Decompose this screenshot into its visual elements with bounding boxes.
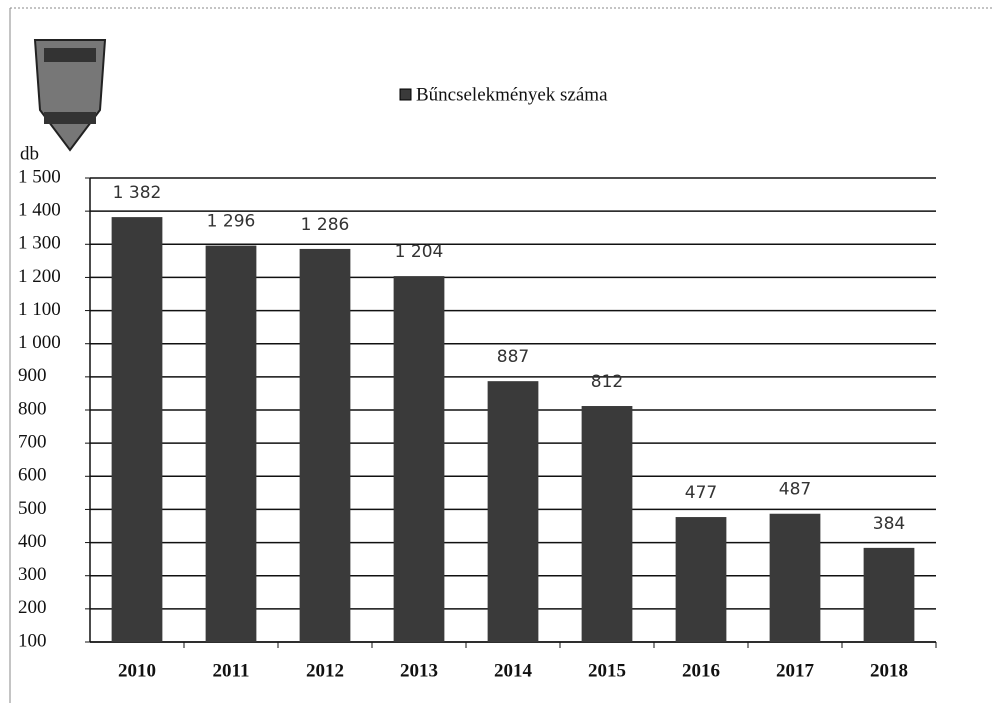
bar (487, 381, 539, 642)
bar (111, 217, 163, 642)
y-tick-label: 500 (18, 498, 47, 519)
legend-swatch (399, 88, 412, 101)
logo (33, 39, 107, 152)
value-label: 887 (497, 347, 529, 367)
x-tick-label: 2016 (682, 660, 720, 681)
x-tick-label: 2015 (588, 660, 626, 681)
bar (205, 245, 257, 642)
y-tick-label: 1 500 (18, 166, 61, 187)
x-tick-label: 2010 (118, 660, 156, 681)
value-label: 477 (685, 483, 717, 503)
value-label: 1 296 (207, 212, 256, 232)
y-tick-label: 100 (18, 630, 47, 651)
x-tick-label: 2014 (494, 660, 533, 681)
y-tick-label: 1 400 (18, 200, 61, 221)
legend-label: Bűncselekmények száma (416, 84, 608, 105)
y-tick-label: 600 (18, 465, 47, 486)
y-tick-label: 200 (18, 597, 47, 618)
x-tick-label: 2018 (870, 660, 908, 681)
value-label: 487 (779, 480, 811, 500)
y-tick-label: 1 300 (18, 233, 61, 254)
value-label: 1 286 (301, 215, 350, 235)
y-tick-label: 700 (18, 432, 47, 453)
y-tick-label: 900 (18, 365, 47, 386)
bar (769, 513, 821, 642)
bar (675, 517, 727, 642)
value-label: 384 (873, 514, 905, 534)
bar (393, 276, 445, 642)
y-axis-label: db (20, 143, 39, 164)
x-tick-label: 2011 (213, 660, 250, 681)
x-tick-label: 2017 (776, 660, 815, 681)
y-tick-label: 400 (18, 531, 47, 552)
y-tick-label: 1 000 (18, 332, 61, 353)
y-tick-label: 800 (18, 398, 47, 419)
bar (863, 547, 915, 642)
value-label: 1 382 (113, 183, 162, 203)
x-tick-label: 2012 (306, 660, 344, 681)
bar (581, 406, 633, 642)
y-tick-label: 1 200 (18, 266, 61, 287)
value-label: 812 (591, 372, 623, 392)
y-tick-label: 300 (18, 564, 47, 585)
y-tick-label: 1 100 (18, 299, 61, 320)
x-tick-label: 2013 (400, 660, 438, 681)
bar (299, 248, 351, 642)
value-label: 1 204 (395, 242, 444, 262)
